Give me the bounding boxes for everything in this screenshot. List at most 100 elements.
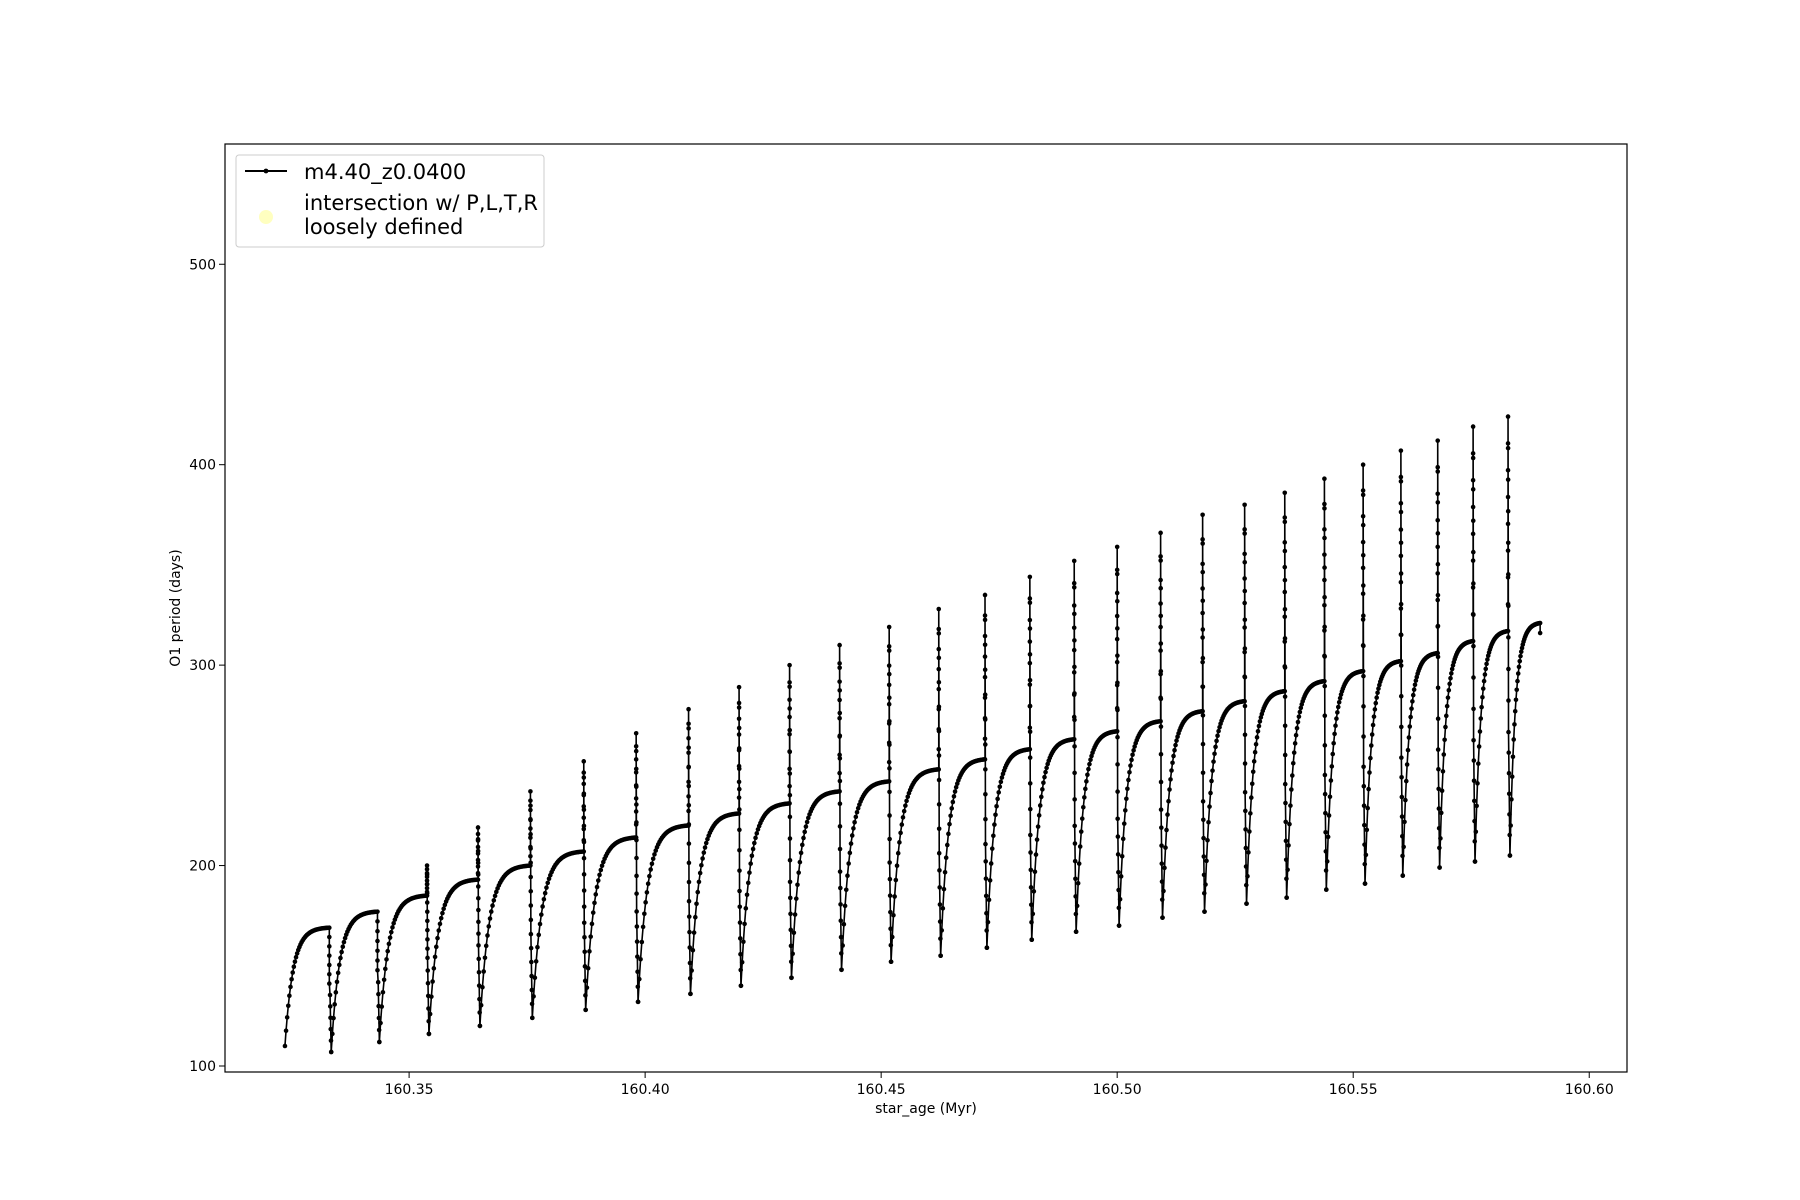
- data-point: [424, 881, 430, 887]
- data-point: [546, 876, 552, 882]
- data-point: [886, 682, 892, 688]
- data-point: [982, 654, 988, 659]
- data-point: [1435, 531, 1441, 536]
- data-point: [1027, 574, 1033, 580]
- data-point: [1333, 723, 1338, 728]
- data-point: [1242, 625, 1247, 630]
- data-point: [1242, 576, 1247, 581]
- data-point: [1473, 829, 1479, 835]
- x-tick-label: 160.50: [1093, 1082, 1142, 1098]
- data-point: [947, 821, 952, 827]
- data-point: [539, 912, 544, 917]
- data-point: [424, 863, 430, 868]
- data-point: [1330, 751, 1336, 757]
- data-point: [689, 968, 694, 973]
- data-point: [849, 833, 855, 838]
- data-point: [380, 989, 386, 995]
- data-point: [1072, 611, 1077, 617]
- data-point: [1360, 462, 1366, 467]
- data-point: [1034, 837, 1040, 842]
- data-point: [595, 878, 601, 883]
- data-point: [1505, 521, 1511, 527]
- data-point: [1246, 850, 1251, 855]
- data-point: [1201, 890, 1207, 896]
- data-point: [379, 1004, 385, 1009]
- data-point: [837, 688, 843, 693]
- data-point: [375, 948, 380, 954]
- data-point: [1242, 790, 1248, 795]
- data-point: [583, 1007, 588, 1013]
- data-point: [752, 840, 757, 846]
- data-point: [837, 710, 843, 716]
- data-point: [639, 939, 645, 945]
- data-point: [1472, 839, 1478, 844]
- data-point: [1171, 753, 1176, 759]
- data-point: [1158, 613, 1164, 619]
- data-point: [1027, 725, 1033, 731]
- data-point: [327, 934, 332, 940]
- data-point: [1537, 630, 1543, 636]
- data-point: [1027, 781, 1033, 786]
- data-point: [341, 939, 347, 945]
- data-point: [737, 920, 743, 925]
- data-point: [936, 679, 942, 685]
- data-point: [581, 904, 587, 909]
- data-point: [1282, 490, 1288, 496]
- data-point: [936, 686, 942, 692]
- data-point: [438, 915, 444, 921]
- data-point: [1072, 638, 1077, 643]
- data-point: [837, 789, 842, 794]
- data-point: [948, 813, 953, 819]
- data-point: [1398, 663, 1404, 668]
- legend-box: [235, 154, 545, 248]
- data-point: [633, 748, 639, 754]
- data-point: [1410, 699, 1415, 704]
- data-point: [1242, 649, 1247, 655]
- data-point: [736, 725, 742, 731]
- data-point: [634, 802, 639, 807]
- data-point: [1399, 724, 1404, 730]
- data-point: [634, 939, 640, 944]
- data-point: [1294, 725, 1300, 731]
- data-point: [937, 868, 942, 873]
- data-point: [988, 861, 994, 866]
- data-point: [737, 904, 743, 910]
- data-point: [425, 937, 430, 942]
- data-point: [528, 874, 533, 880]
- data-point: [838, 934, 844, 940]
- data-point: [490, 903, 495, 908]
- data-point: [1027, 596, 1033, 601]
- data-point: [1200, 659, 1205, 665]
- x-tick-label: 160.40: [621, 1082, 670, 1098]
- data-point: [1252, 749, 1258, 755]
- data-point: [1437, 845, 1442, 851]
- data-point: [1398, 509, 1404, 515]
- data-point: [1028, 867, 1034, 873]
- data-point: [848, 841, 854, 846]
- data-point: [737, 807, 742, 812]
- data-point: [581, 839, 587, 845]
- data-point: [792, 912, 798, 917]
- data-point: [536, 932, 542, 938]
- data-point: [1361, 764, 1366, 770]
- data-point: [1208, 790, 1213, 796]
- data-point: [432, 954, 438, 960]
- data-point: [804, 819, 810, 825]
- data-point: [1242, 588, 1248, 594]
- data-point: [998, 779, 1004, 785]
- data-point: [995, 796, 1000, 802]
- data-point: [1322, 628, 1327, 633]
- data-point: [581, 823, 587, 829]
- data-point: [1435, 438, 1441, 443]
- data-point: [1470, 504, 1476, 510]
- data-point: [1173, 742, 1178, 748]
- data-point: [1203, 882, 1208, 887]
- data-point: [1449, 671, 1454, 676]
- data-point: [892, 894, 897, 899]
- data-point: [837, 824, 843, 829]
- data-point: [1505, 508, 1511, 514]
- data-point: [1435, 491, 1441, 497]
- data-point: [1444, 713, 1449, 719]
- data-point: [1360, 492, 1366, 498]
- data-point: [1114, 728, 1120, 734]
